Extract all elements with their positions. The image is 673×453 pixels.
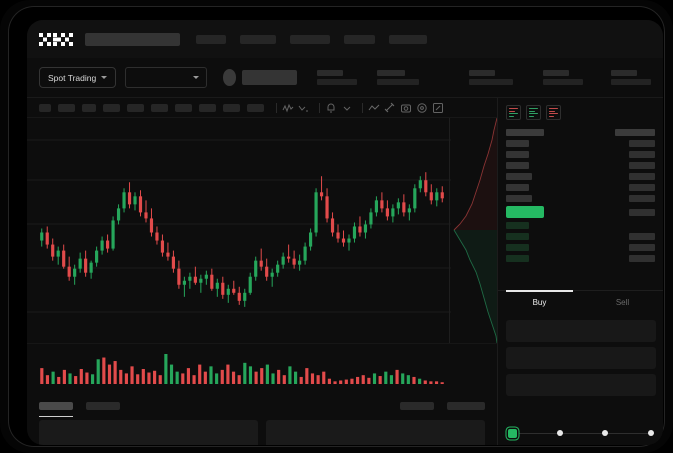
tab-positions[interactable]	[447, 402, 485, 410]
orderbook-ask-row[interactable]	[506, 182, 655, 193]
stepper-step-4[interactable]	[648, 430, 655, 436]
trading-pair-select[interactable]	[125, 67, 207, 88]
orders-tab-bar	[27, 395, 497, 417]
stat-volume-24h	[611, 70, 651, 85]
order-price-field[interactable]	[506, 320, 656, 342]
chevron-down-icon	[101, 76, 108, 79]
nav-item-markets[interactable]	[240, 34, 276, 44]
stat-last-price	[317, 70, 357, 85]
nav-item-more[interactable]	[389, 34, 427, 44]
app-screen: Spot Trading	[27, 20, 663, 445]
timeframe-1mo[interactable]	[199, 103, 216, 112]
bottom-content-panels	[27, 420, 497, 445]
chevron-down-icon	[192, 76, 199, 79]
toolbar-divider	[276, 102, 277, 113]
tab-order-history[interactable]	[86, 402, 120, 410]
ob-mode-both[interactable]	[506, 105, 521, 120]
timeframe-more[interactable]	[223, 103, 240, 112]
okx-logo-icon[interactable]	[39, 32, 73, 46]
settings-icon[interactable]	[416, 102, 428, 114]
toolbar-divider	[319, 102, 320, 113]
buy-sell-tabs: Buy Sell	[498, 290, 663, 314]
timeframe-5m[interactable]	[58, 103, 75, 112]
orderbook-bid-row[interactable]	[506, 231, 655, 242]
tab-assets[interactable]	[400, 402, 434, 410]
nav-item-trade[interactable]	[196, 34, 226, 44]
stepper-step-1[interactable]	[508, 428, 517, 438]
camera-icon[interactable]	[400, 102, 412, 114]
toolbar-divider	[362, 102, 363, 113]
orderbook-current-price-row[interactable]	[506, 204, 655, 220]
candles-svg	[27, 139, 451, 313]
orderbook-ask-row[interactable]	[506, 171, 655, 182]
fullscreen-icon[interactable]	[432, 102, 444, 114]
chevron-down-icon[interactable]	[341, 102, 353, 114]
orderbook-bid-row[interactable]	[506, 253, 655, 264]
top-navigation-bar	[27, 20, 663, 58]
timeframe-custom[interactable]	[247, 103, 264, 112]
pair-avatar	[222, 69, 237, 86]
tab-sell[interactable]: Sell	[615, 298, 630, 307]
ob-mode-bids[interactable]	[526, 105, 541, 120]
nav-item-wallet[interactable]	[344, 34, 375, 44]
onboarding-stepper	[498, 424, 663, 442]
orderbook-ask-row[interactable]	[506, 160, 655, 171]
orderbook-bid-row[interactable]	[506, 220, 655, 231]
order-total-field[interactable]	[506, 374, 656, 396]
stat-low-24h	[543, 70, 583, 85]
orderbook-ask-row[interactable]	[506, 149, 655, 160]
nav-item-earn[interactable]	[290, 34, 330, 44]
timeframe-1d[interactable]	[151, 103, 168, 112]
stepper-line	[512, 433, 654, 434]
candlestick-chart[interactable]	[27, 118, 497, 343]
indicator-icon[interactable]	[282, 102, 294, 114]
stepper-step-3[interactable]	[602, 430, 609, 436]
panel-market-trades[interactable]	[266, 420, 485, 445]
chart-toolbar	[27, 98, 497, 118]
order-entry-form	[498, 314, 663, 407]
orderbook-header-row	[506, 127, 655, 138]
search-input[interactable]	[85, 32, 180, 46]
order-amount-field[interactable]	[506, 347, 656, 369]
volume-svg	[40, 354, 444, 384]
stepper-step-2[interactable]	[556, 430, 563, 436]
trading-mode-label: Spot Trading	[48, 72, 97, 83]
timeframe-4h[interactable]	[127, 103, 144, 112]
tab-open-orders[interactable]	[39, 402, 73, 417]
timeframe-1w[interactable]	[175, 103, 192, 112]
orderbook-view-modes	[498, 98, 663, 125]
timeframe-1h[interactable]	[103, 103, 120, 112]
trading-mode-selector[interactable]: Spot Trading	[39, 67, 117, 88]
orderbook-rows[interactable]	[498, 125, 663, 264]
alert-icon[interactable]	[325, 102, 337, 114]
compare-icon[interactable]	[298, 102, 310, 114]
orderbook-sidebar: Buy Sell	[497, 98, 663, 445]
stat-change-24h	[377, 70, 419, 85]
ob-mode-asks[interactable]	[546, 105, 561, 120]
orderbook-ask-row[interactable]	[506, 193, 655, 204]
orderbook-ask-row[interactable]	[506, 138, 655, 149]
panel-orders-list[interactable]	[39, 420, 258, 445]
drawing-line-icon[interactable]	[368, 102, 380, 114]
timeframe-15m[interactable]	[82, 103, 96, 112]
magnet-icon[interactable]	[384, 102, 396, 114]
stat-high-24h	[469, 70, 513, 85]
timeframe-1m[interactable]	[39, 103, 51, 112]
device-bezel: Spot Trading	[8, 6, 665, 447]
volume-histogram[interactable]	[27, 343, 497, 395]
market-subheader: Spot Trading	[27, 58, 663, 98]
pair-name-placeholder	[242, 70, 297, 85]
tab-buy[interactable]: Buy	[498, 290, 581, 314]
orderbook-bid-row[interactable]	[506, 242, 655, 253]
